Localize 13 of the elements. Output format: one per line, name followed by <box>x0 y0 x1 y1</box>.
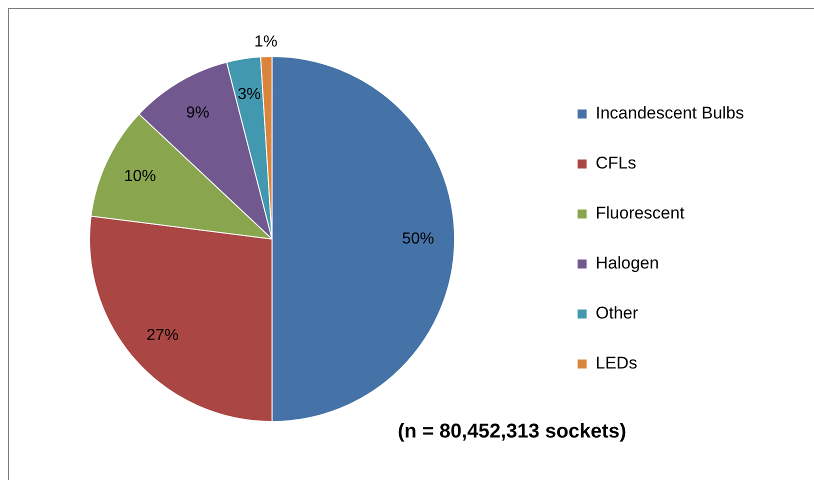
legend-label: CFLs <box>596 154 636 173</box>
legend-label: LEDs <box>596 354 638 373</box>
data-label: 27% <box>146 326 179 344</box>
text: (n = 80,452,313 sockets) <box>398 420 626 443</box>
legend-label: Halogen <box>596 254 659 273</box>
legend-label: Incandescent Bulbs <box>596 104 744 123</box>
data-label: 10% <box>124 168 156 186</box>
data-label: 1% <box>254 33 278 50</box>
legend-label: Fluorescent <box>596 204 685 223</box>
data-label: 9% <box>186 104 210 122</box>
legend-label: Other <box>596 304 638 323</box>
data-label: 3% <box>238 86 261 104</box>
data-label: 50% <box>402 230 434 248</box>
